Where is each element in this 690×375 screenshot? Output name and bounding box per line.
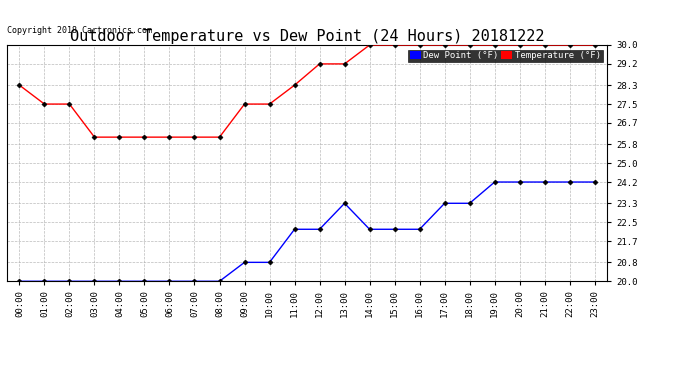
Legend: Dew Point (°F), Temperature (°F): Dew Point (°F), Temperature (°F) bbox=[408, 50, 602, 62]
Text: Copyright 2018 Cartronics.com: Copyright 2018 Cartronics.com bbox=[7, 26, 152, 35]
Title: Outdoor Temperature vs Dew Point (24 Hours) 20181222: Outdoor Temperature vs Dew Point (24 Hou… bbox=[70, 29, 544, 44]
